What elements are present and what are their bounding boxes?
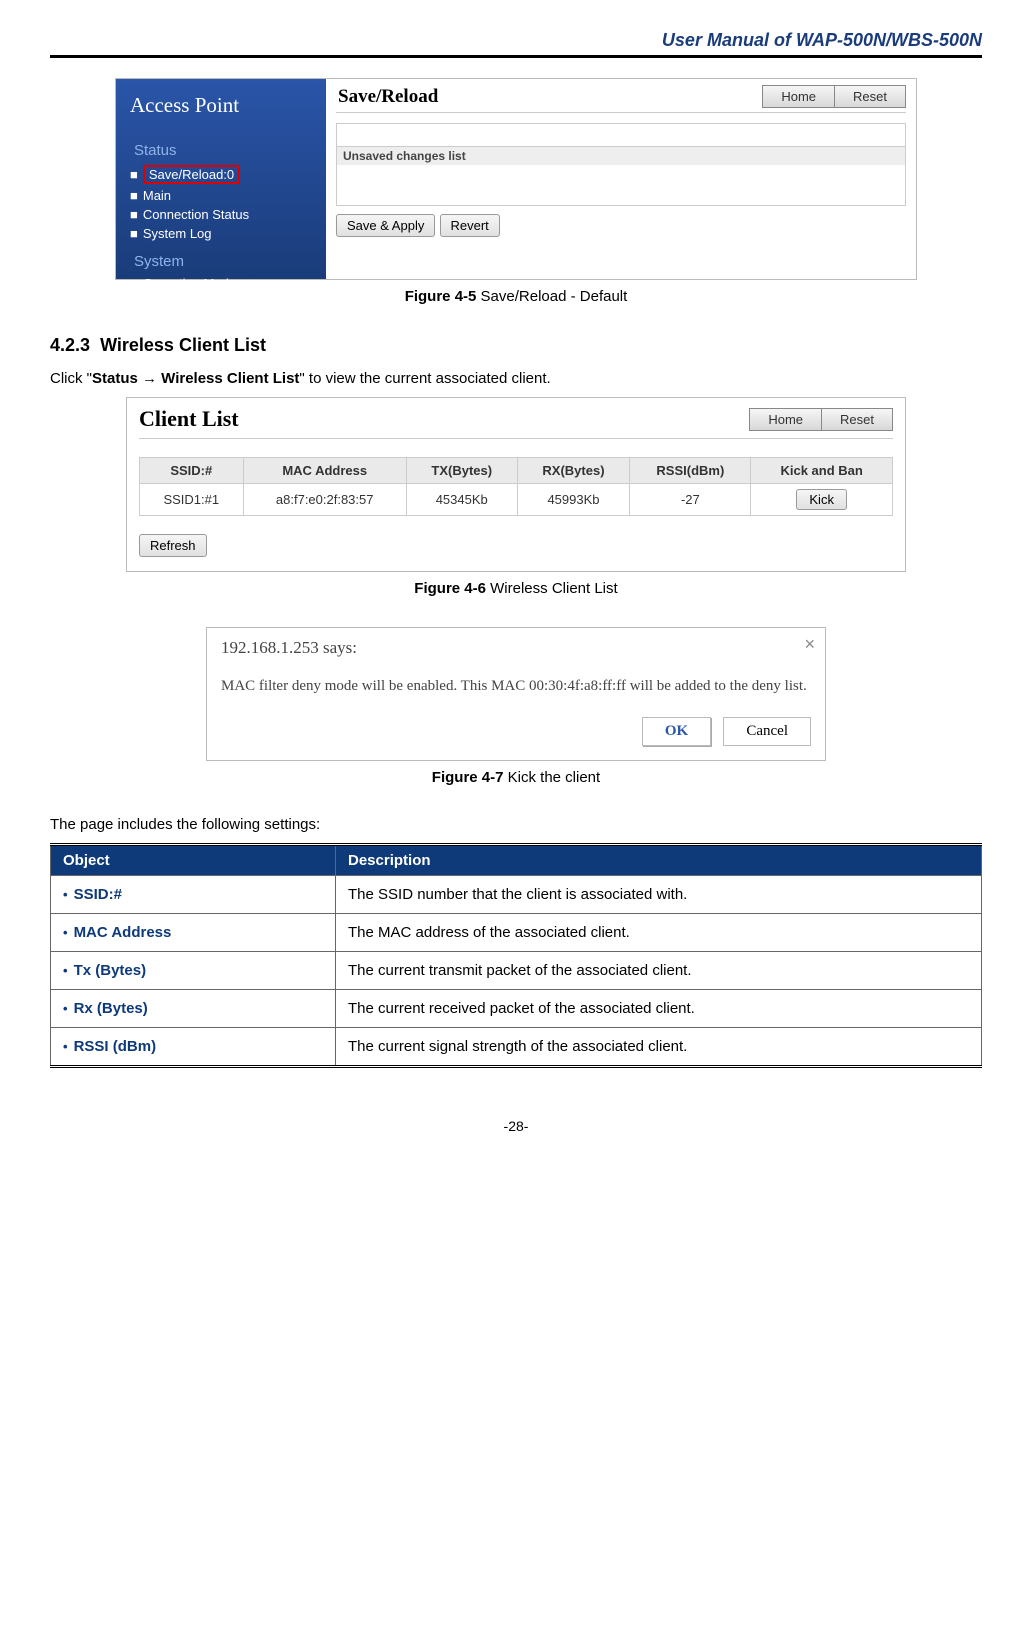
obj-mac: MAC Address	[74, 924, 172, 941]
close-icon[interactable]: ×	[804, 634, 815, 655]
header-object: Object	[51, 845, 336, 876]
sidebar-system-label: System	[116, 249, 326, 274]
desc-rssi: The current signal strength of the assoc…	[336, 1028, 982, 1067]
home-button-2[interactable]: Home	[749, 408, 822, 431]
desc-ssid: The SSID number that the client is assoc…	[336, 876, 982, 914]
figure-4-6-caption: Figure 4-6 Wireless Client List	[50, 580, 982, 597]
cell-ssid: SSID1:#1	[140, 484, 244, 516]
dialog-message: MAC filter deny mode will be enabled. Th…	[221, 676, 811, 697]
unsaved-changes-label: Unsaved changes list	[336, 147, 906, 165]
cancel-button[interactable]: Cancel	[723, 717, 811, 746]
main-panel: Save/Reload HomeReset Unsaved changes li…	[326, 79, 916, 279]
obj-tx: Tx (Bytes)	[74, 962, 147, 979]
dialog-origin: 192.168.1.253 says:	[221, 638, 811, 658]
screenshot-kick-dialog: × 192.168.1.253 says: MAC filter deny mo…	[206, 627, 826, 761]
settings-table: Object Description •SSID:# The SSID numb…	[50, 843, 982, 1068]
unsaved-list-box	[336, 165, 906, 206]
refresh-button[interactable]: Refresh	[139, 534, 207, 557]
table-row: •SSID:# The SSID number that the client …	[51, 876, 982, 914]
sidebar: Access Point Status ■Save/Reload:0 ■Main…	[116, 79, 326, 279]
blank-field	[336, 123, 906, 147]
sidebar-item-connection-status[interactable]: ■Connection Status	[116, 205, 326, 224]
desc-rx: The current received packet of the assoc…	[336, 990, 982, 1028]
home-button[interactable]: Home	[762, 85, 835, 108]
reset-button[interactable]: Reset	[835, 85, 906, 108]
sidebar-item-operation-mode[interactable]: ■Operation Mode	[116, 274, 326, 293]
cell-mac: a8:f7:e0:2f:83:57	[243, 484, 406, 516]
settings-intro: The page includes the following settings…	[50, 816, 982, 833]
page-number: -28-	[50, 1118, 982, 1134]
sidebar-item-system-log[interactable]: ■System Log	[116, 224, 326, 243]
cell-tx: 45345Kb	[406, 484, 517, 516]
table-row: •Rx (Bytes) The current received packet …	[51, 990, 982, 1028]
col-tx: TX(Bytes)	[406, 458, 517, 484]
cell-rssi: -27	[630, 484, 751, 516]
sidebar-status-label: Status	[116, 138, 326, 163]
client-row: SSID1:#1 a8:f7:e0:2f:83:57 45345Kb 45993…	[140, 484, 893, 516]
figure-4-7-caption: Figure 4-7 Kick the client	[50, 769, 982, 786]
header-description: Description	[336, 845, 982, 876]
sidebar-item-main[interactable]: ■Main	[116, 186, 326, 205]
revert-button[interactable]: Revert	[440, 214, 500, 237]
desc-tx: The current transmit packet of the assoc…	[336, 952, 982, 990]
instruction-text: Click "Status → Wireless Client List" to…	[50, 370, 982, 387]
col-rssi: RSSI(dBm)	[630, 458, 751, 484]
cell-rx: 45993Kb	[517, 484, 630, 516]
screenshot-save-reload: Access Point Status ■Save/Reload:0 ■Main…	[115, 78, 917, 280]
sidebar-item-save-reload[interactable]: ■Save/Reload:0	[116, 163, 326, 186]
page-header: User Manual of WAP-500N/WBS-500N	[50, 30, 982, 58]
table-row: •RSSI (dBm) The current signal strength …	[51, 1028, 982, 1067]
table-row: •Tx (Bytes) The current transmit packet …	[51, 952, 982, 990]
table-row: •MAC Address The MAC address of the asso…	[51, 914, 982, 952]
obj-rssi: RSSI (dBm)	[74, 1038, 157, 1055]
col-kick: Kick and Ban	[751, 458, 893, 484]
obj-ssid: SSID:#	[74, 886, 122, 903]
page-title: Save/Reload	[336, 86, 438, 108]
obj-rx: Rx (Bytes)	[74, 1000, 148, 1017]
client-list-title: Client List	[139, 406, 239, 432]
col-rx: RX(Bytes)	[517, 458, 630, 484]
reset-button-2[interactable]: Reset	[822, 408, 893, 431]
client-table: SSID:# MAC Address TX(Bytes) RX(Bytes) R…	[139, 457, 893, 516]
kick-button[interactable]: Kick	[796, 489, 847, 510]
ok-button[interactable]: OK	[642, 717, 711, 746]
col-mac: MAC Address	[243, 458, 406, 484]
screenshot-client-list: Client List HomeReset SSID:# MAC Address…	[126, 397, 906, 572]
col-ssid: SSID:#	[140, 458, 244, 484]
sidebar-title: Access Point	[116, 79, 326, 138]
section-heading: 4.2.3 Wireless Client List	[50, 335, 982, 356]
save-apply-button[interactable]: Save & Apply	[336, 214, 435, 237]
desc-mac: The MAC address of the associated client…	[336, 914, 982, 952]
